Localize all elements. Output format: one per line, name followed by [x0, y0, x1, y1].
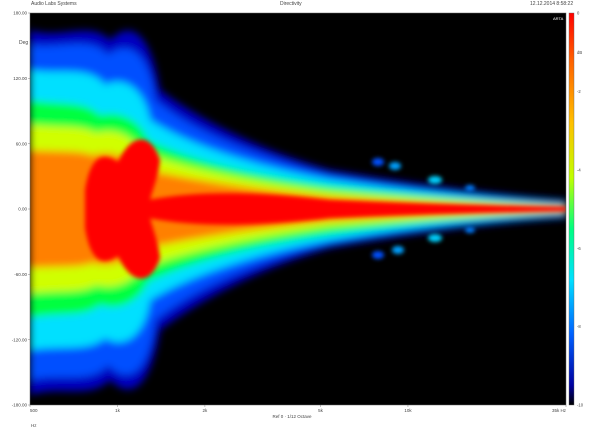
sidelobe-spot: [372, 158, 384, 166]
colorbar-tick-label: dB: [577, 50, 582, 55]
y-tick-label: -60.00: [14, 272, 27, 277]
colorbar-axis: 0 dB -2 -4 -6 -8 -10: [577, 11, 584, 408]
y-axis: 180.00 120.00 60.00 0.00 -60.00 -120.00 -180.0…: [12, 11, 30, 408]
y-tick-label: -120.00: [12, 337, 28, 342]
colorbar-tick-label: -8: [577, 324, 581, 329]
colorbar-logo: ARTA: [553, 16, 564, 21]
sidelobe-spot: [428, 234, 442, 242]
x-tick-label: 1k: [115, 408, 121, 413]
x-axis-label: Ref 0 · 1/12 Octave: [272, 414, 312, 419]
x-tick-label: 5k: [318, 408, 324, 413]
sidelobe-spot: [465, 185, 475, 191]
heatmap-core-red: [85, 139, 160, 279]
x-tick-label: 10k: [404, 408, 412, 413]
x-tick-label: 2k: [203, 408, 209, 413]
x-axis-unit: Hz: [31, 423, 37, 428]
sidelobe-spot: [372, 251, 384, 259]
sidelobe-spot: [392, 246, 404, 254]
x-tick-label: 500: [30, 408, 38, 413]
y-tick-label: 180.00: [13, 11, 27, 16]
y-axis-label: Deg: [19, 40, 28, 46]
colorbar-tick-label: -10: [577, 403, 584, 408]
sidelobe-spot: [465, 227, 475, 233]
y-tick-label: 0.00: [18, 207, 27, 212]
heatmap-core-beam: [148, 193, 566, 225]
timestamp: 12.12.2014 8:58:22: [530, 1, 574, 7]
x-axis: 500 1k 2k 5k 10k 35k Hz: [29, 405, 567, 413]
colorbar-tick-label: -4: [577, 167, 581, 172]
x-tick-label: 35k Hz: [552, 408, 567, 413]
sidelobe-spot: [428, 176, 442, 184]
company-name: Audio Labs Systems: [31, 1, 77, 7]
chart-title: Directivity: [280, 1, 302, 7]
colorbar-tick-label: 0: [577, 11, 580, 16]
colorbar-tick-label: -2: [577, 89, 581, 94]
sidelobe-spot: [389, 162, 401, 170]
colorbar: [569, 13, 574, 405]
colorbar-tick-label: -6: [577, 246, 581, 251]
y-tick-label: 60.00: [16, 141, 28, 146]
y-tick-label: 120.00: [13, 76, 27, 81]
y-tick-label: -180.00: [12, 403, 28, 408]
